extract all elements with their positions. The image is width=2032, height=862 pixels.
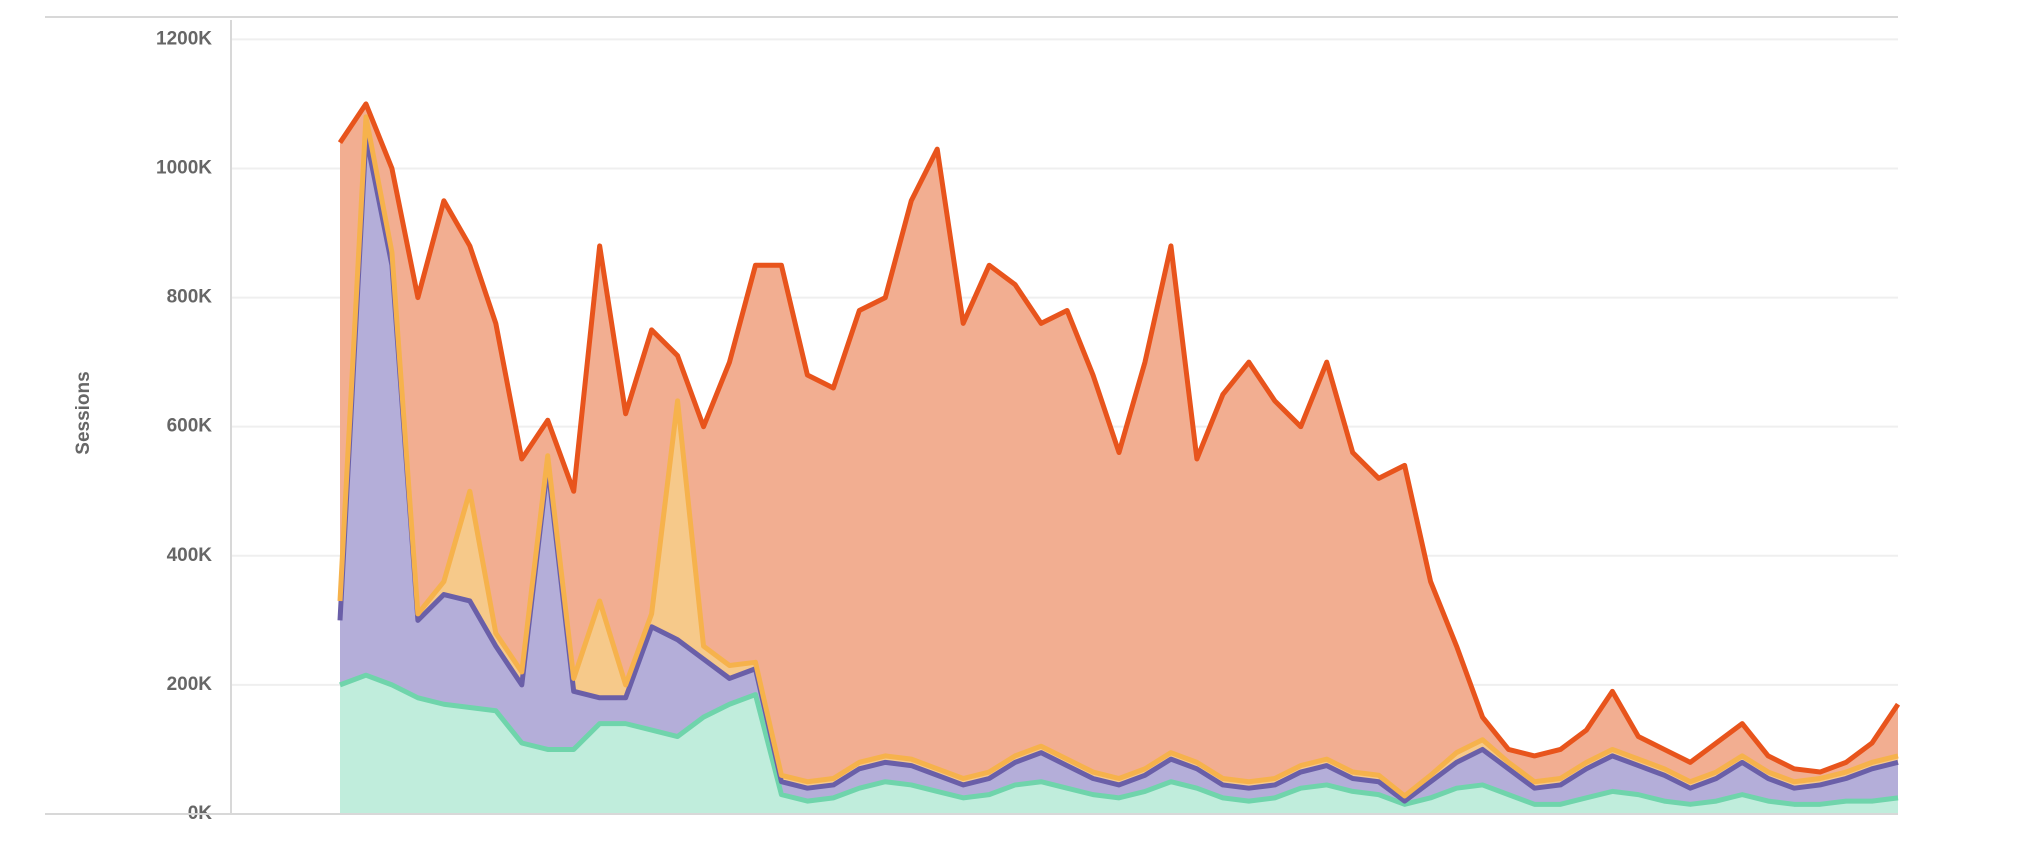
y-tick-label: 400K [167,545,213,566]
y-tick-label: 800K [167,287,213,308]
y-axis-label: Sessions [73,371,94,454]
y-tick-label: 200K [167,674,213,695]
series-line [337,114,1899,799]
area-fill [340,675,1898,814]
y-tick-label: 1000K [156,157,212,178]
series-line [337,133,1899,804]
series-line [339,672,1899,807]
y-tick-label: 1200K [156,28,212,49]
y-tick-label: 600K [167,416,213,437]
series-line [337,101,1901,775]
area-fill [340,103,1898,796]
